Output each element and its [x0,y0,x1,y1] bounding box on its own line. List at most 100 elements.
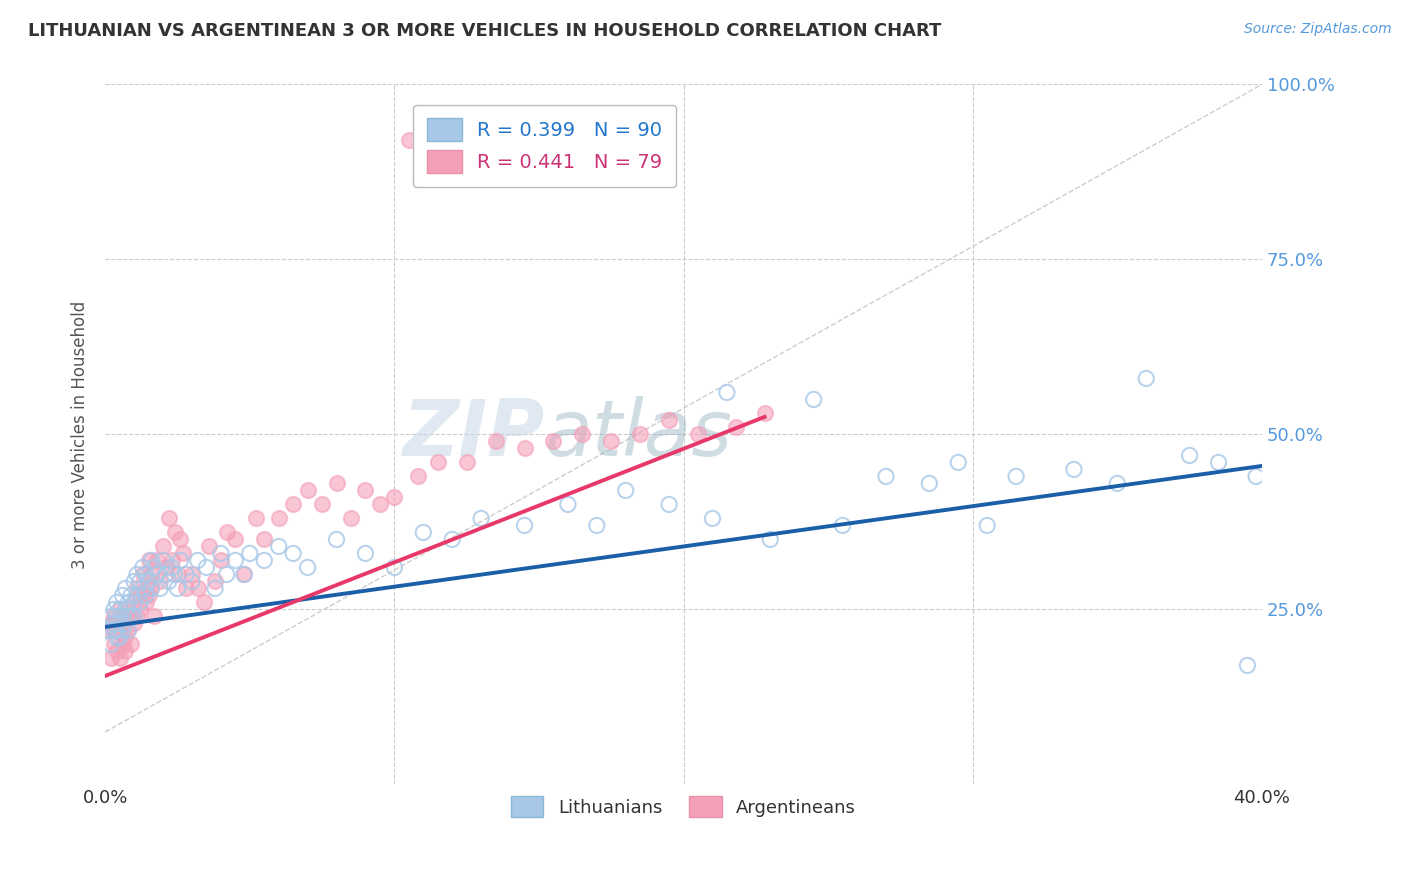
Point [129,574,152,589]
Point [103,624,125,638]
Point [484,434,506,449]
Point [111,609,134,624]
Point [195,560,218,574]
Point [174,582,197,596]
Point [803,392,825,407]
Point [103,616,125,631]
Point [215,567,238,582]
Point [108,616,131,631]
Point [129,602,152,616]
Point [181,567,204,582]
Point [283,546,305,560]
Point [456,455,478,469]
Point [108,602,131,616]
Point [100,616,122,631]
Point [114,602,136,616]
Point [111,624,134,638]
Point [918,476,941,491]
Point [125,567,148,582]
Text: LITHUANIAN VS ARGENTINEAN 3 OR MORE VEHICLES IN HOUSEHOLD CORRELATION CHART: LITHUANIAN VS ARGENTINEAN 3 OR MORE VEHI… [28,22,942,40]
Point [157,511,180,525]
Point [114,616,136,631]
Point [111,609,134,624]
Point [759,533,782,547]
Point [138,574,160,589]
Point [122,595,145,609]
Point [108,624,131,638]
Point [166,567,188,582]
Point [163,567,186,582]
Point [204,574,226,589]
Point [143,560,166,574]
Point [224,533,246,547]
Point [571,427,593,442]
Point [614,483,637,498]
Point [141,582,163,596]
Point [152,553,174,567]
Point [152,540,174,554]
Point [160,553,183,567]
Point [103,637,125,651]
Point [831,518,853,533]
Point [406,469,429,483]
Point [163,525,186,540]
Point [412,525,434,540]
Point [384,560,406,574]
Point [470,511,492,525]
Point [702,511,724,525]
Point [97,624,120,638]
Point [1107,476,1129,491]
Point [120,609,142,624]
Point [716,385,738,400]
Point [283,498,305,512]
Point [187,553,209,567]
Point [513,518,536,533]
Point [135,595,157,609]
Point [122,609,145,624]
Point [103,609,125,624]
Point [149,582,172,596]
Point [1236,658,1258,673]
Legend: Lithuanians, Argentineans: Lithuanians, Argentineans [503,789,863,824]
Point [105,644,128,658]
Point [253,553,276,567]
Point [169,533,191,547]
Point [114,582,136,596]
Point [105,609,128,624]
Point [233,567,256,582]
Y-axis label: 3 or more Vehicles in Household: 3 or more Vehicles in Household [72,301,89,568]
Point [157,574,180,589]
Point [398,133,420,147]
Point [141,582,163,596]
Point [253,533,276,547]
Point [209,546,232,560]
Point [111,637,134,651]
Point [117,602,139,616]
Point [267,511,290,525]
Point [297,483,319,498]
Point [105,631,128,645]
Point [108,631,131,645]
Point [103,602,125,616]
Point [100,609,122,624]
Point [187,582,209,596]
Point [354,546,377,560]
Point [125,609,148,624]
Point [97,624,120,638]
Point [441,533,464,547]
Point [105,624,128,638]
Point [658,413,681,427]
Point [103,624,125,638]
Point [143,609,166,624]
Point [325,533,347,547]
Point [117,624,139,638]
Point [215,525,238,540]
Point [125,582,148,596]
Point [368,498,391,512]
Point [166,582,188,596]
Point [138,553,160,567]
Point [135,567,157,582]
Point [105,616,128,631]
Point [600,434,623,449]
Point [193,595,215,609]
